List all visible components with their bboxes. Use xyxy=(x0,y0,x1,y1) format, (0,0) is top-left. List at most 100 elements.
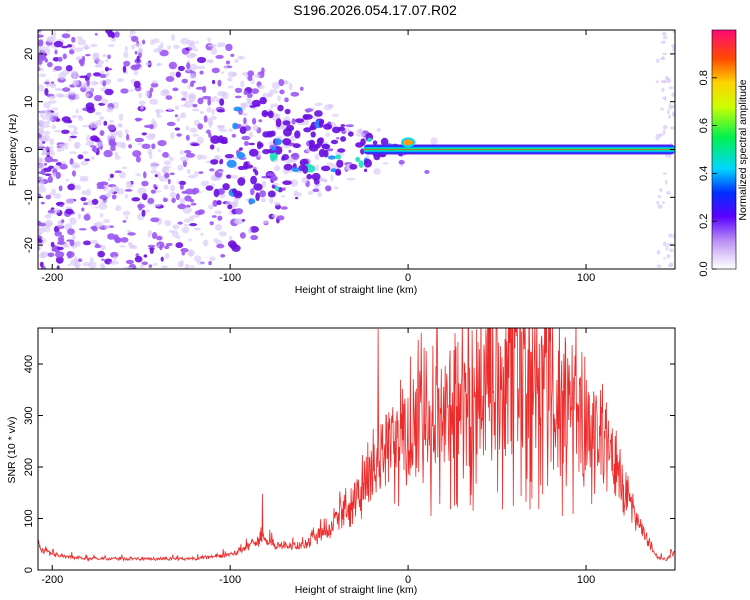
spectral-blob xyxy=(124,128,129,135)
spectrogram-x-tick-label: 100 xyxy=(577,272,595,284)
spectral-blob-strong xyxy=(239,126,247,134)
spectral-blob xyxy=(94,33,98,36)
spectral-blob xyxy=(38,225,41,233)
spectral-blob-strong xyxy=(256,141,262,150)
spectral-blob xyxy=(124,193,128,199)
spectral-blob xyxy=(150,217,160,223)
spectral-blob-strong xyxy=(323,123,333,130)
spectral-blob xyxy=(147,197,155,204)
spectral-blob xyxy=(656,58,660,63)
spectral-blob xyxy=(230,53,235,58)
spectral-blob xyxy=(133,80,141,88)
spectral-blob xyxy=(176,180,180,185)
spectral-blob xyxy=(655,80,659,84)
spectral-blob xyxy=(669,262,674,268)
spectral-blob xyxy=(63,242,69,247)
spectral-blob xyxy=(56,265,60,269)
snr-y-tick-label: 200 xyxy=(23,458,35,476)
spectrogram-marks xyxy=(38,30,675,269)
spectral-blob xyxy=(169,71,176,77)
spectral-blob xyxy=(71,115,78,118)
spectral-blob xyxy=(280,195,286,198)
spectral-blob xyxy=(49,145,54,153)
spectral-blob xyxy=(154,186,158,190)
spectral-blob xyxy=(44,81,50,85)
spectral-blob xyxy=(196,136,204,144)
spectral-blob xyxy=(137,143,143,146)
spectral-blob xyxy=(134,117,143,121)
spectral-blob xyxy=(54,193,62,199)
spectral-blob xyxy=(211,97,216,103)
spectral-blob xyxy=(114,170,122,174)
spectral-blob xyxy=(290,91,300,97)
spectral-blob xyxy=(190,202,197,206)
spectral-blob xyxy=(202,95,212,100)
spectral-blob xyxy=(148,264,153,268)
spectral-blob xyxy=(72,74,77,79)
spectral-blob xyxy=(323,104,333,111)
spectral-blob xyxy=(247,92,253,99)
spectral-blob xyxy=(127,229,132,233)
spectral-blob xyxy=(38,54,47,61)
spectral-blob xyxy=(128,144,133,149)
spectral-blob xyxy=(239,232,246,239)
spectral-blob xyxy=(180,260,184,267)
spectral-blob xyxy=(197,97,204,105)
spectral-blob xyxy=(61,129,70,134)
spectral-blob xyxy=(671,111,675,117)
spectral-blob xyxy=(672,46,675,52)
spectral-blob xyxy=(251,166,258,170)
spectral-blob xyxy=(208,132,212,138)
spectral-blob xyxy=(62,53,67,60)
spectrogram-y-axis-label: Frequency (Hz) xyxy=(7,114,19,186)
spectral-blob xyxy=(67,263,71,267)
spectral-blob xyxy=(240,80,245,88)
spectral-blob xyxy=(660,107,664,111)
spectral-blob xyxy=(64,142,69,150)
spectral-blob xyxy=(662,129,666,135)
spectral-blob xyxy=(176,133,182,137)
spectral-blob xyxy=(156,235,163,241)
spectral-blob xyxy=(195,65,206,70)
snr-y-tick-label: 0 xyxy=(23,567,35,573)
spectral-blob xyxy=(53,40,64,48)
spectral-blob xyxy=(344,128,351,133)
spectral-blob xyxy=(274,165,281,172)
spectral-blob xyxy=(243,117,247,124)
spectral-blob xyxy=(61,45,69,49)
spectral-blob-strong xyxy=(337,126,346,131)
spectral-blob xyxy=(38,163,45,170)
spectral-blob xyxy=(131,197,141,202)
spectral-blob xyxy=(90,239,98,244)
spectral-blob-strong xyxy=(321,165,331,172)
spectral-blob xyxy=(94,94,102,102)
spectral-blob-strong xyxy=(270,155,276,162)
spectral-blob-strong xyxy=(218,135,224,144)
spectral-blob xyxy=(104,88,114,96)
spectral-blob xyxy=(307,190,314,195)
spectrogram-x-ticks: -200 -100 0 100 xyxy=(41,30,595,284)
spectral-blob xyxy=(208,204,214,210)
spectral-blob xyxy=(46,118,54,122)
spectral-blob xyxy=(92,52,100,58)
spectral-blob xyxy=(656,264,662,268)
spectral-blob xyxy=(183,218,191,223)
spectral-blob xyxy=(212,199,218,207)
spectral-blob xyxy=(77,213,82,220)
spectral-blob xyxy=(95,82,99,85)
spectral-blob xyxy=(71,162,80,169)
spectral-blob xyxy=(102,54,108,58)
spectral-blob xyxy=(166,121,176,127)
spectral-blob xyxy=(131,245,138,250)
snr-panel: -200 -100 0 100 0 100 200 300 400 Height of str… xyxy=(6,327,676,596)
spectral-blob xyxy=(39,180,45,188)
spectral-blob-strong xyxy=(274,186,280,192)
spectral-blob-strong xyxy=(294,130,301,139)
spectral-blob-strong xyxy=(282,120,291,126)
spectral-blob xyxy=(73,80,77,87)
spectral-blob xyxy=(107,54,111,60)
spectral-blob xyxy=(192,133,199,137)
spectral-blob xyxy=(108,139,116,147)
spectral-blob xyxy=(55,251,65,258)
spectral-blob xyxy=(38,73,47,78)
